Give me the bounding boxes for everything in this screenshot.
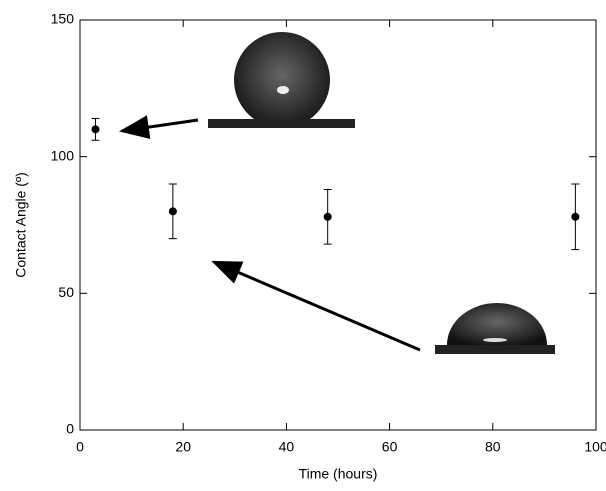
x-tick-label: 20: [175, 439, 191, 455]
data-point: [323, 212, 332, 221]
y-tick-label: 0: [66, 421, 74, 437]
plot-frame: [79, 19, 597, 431]
droplet-inset-low: [435, 303, 555, 354]
x-tick-label: 0: [76, 439, 84, 455]
x-axis-label: Time (hours): [299, 466, 378, 482]
droplet-inset-high: [208, 32, 355, 128]
y-tick-label: 100: [51, 147, 75, 163]
data-point: [168, 207, 177, 216]
x-tick-label: 40: [279, 439, 295, 455]
arrow: [211, 260, 421, 352]
x-tick-label: 80: [485, 439, 501, 455]
data-point: [91, 125, 100, 134]
arrow: [119, 115, 199, 140]
y-tick-label: 50: [58, 284, 74, 300]
x-tick-label: 60: [382, 439, 398, 455]
y-tick-label: 150: [51, 11, 75, 27]
y-axis-label: Contact Angle (º): [13, 172, 29, 278]
x-tick-label: 100: [584, 439, 606, 455]
data-point: [571, 212, 580, 221]
